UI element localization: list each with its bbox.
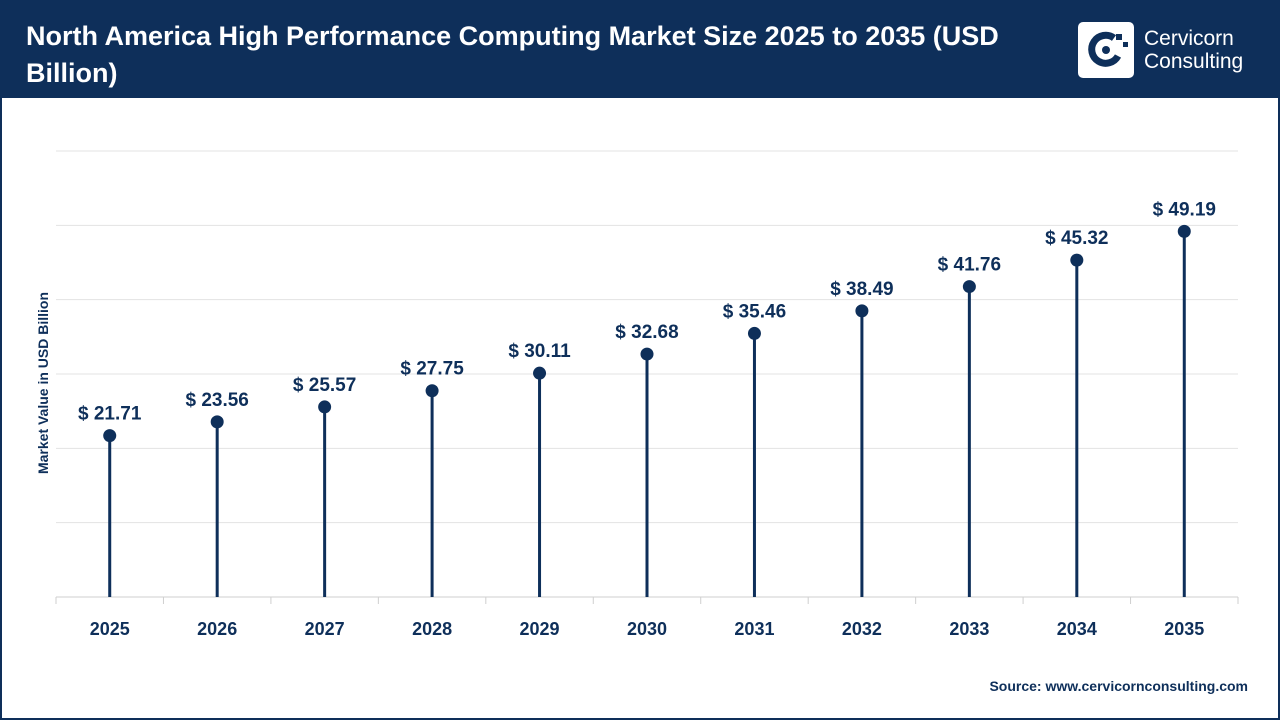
lollipop-point xyxy=(1177,224,1191,238)
lollipop-point xyxy=(425,384,439,398)
lollipop-point xyxy=(103,429,117,443)
lollipop-point xyxy=(640,347,654,361)
data-label: $ 41.76 xyxy=(938,255,1001,276)
x-tick-label: 2027 xyxy=(305,619,345,639)
x-tick-label: 2035 xyxy=(1164,619,1204,639)
x-tick-label: 2026 xyxy=(197,619,237,639)
x-tick-label: 2032 xyxy=(842,619,882,639)
logo-line-2: Consulting xyxy=(1144,50,1244,73)
lollipop-point xyxy=(855,304,869,318)
x-tick-label: 2031 xyxy=(734,619,774,639)
x-tick-label: 2028 xyxy=(412,619,452,639)
data-label: $ 38.49 xyxy=(830,279,893,300)
logo-line-1: Cervicorn xyxy=(1144,27,1234,50)
header-banner: North America High Performance Computing… xyxy=(2,2,1278,98)
data-label: $ 27.75 xyxy=(400,359,464,380)
x-tick-label: 2033 xyxy=(949,619,989,639)
data-label: $ 32.68 xyxy=(615,322,678,343)
x-tick-label: 2030 xyxy=(627,619,667,639)
lollipop-point xyxy=(962,280,976,294)
x-tick-label: 2029 xyxy=(520,619,560,639)
source-note: Source: www.cervicornconsulting.com xyxy=(989,678,1248,694)
lollipop-point xyxy=(318,400,332,414)
x-tick-label: 2034 xyxy=(1057,619,1097,639)
logo-mark-graphic xyxy=(1088,31,1128,67)
lollipop-point xyxy=(533,366,547,380)
x-tick-label: 2025 xyxy=(90,619,130,639)
lollipop-point xyxy=(210,415,224,429)
data-label: $ 49.19 xyxy=(1153,199,1216,220)
company-logo: Cervicorn Consulting xyxy=(1078,22,1243,78)
data-label: $ 45.32 xyxy=(1045,228,1108,249)
chart-title: North America High Performance Computing… xyxy=(26,21,999,88)
data-label: $ 21.71 xyxy=(78,404,142,425)
data-label: $ 30.11 xyxy=(508,341,571,362)
lollipop-point xyxy=(1070,253,1084,267)
lollipop-point xyxy=(747,326,761,340)
data-label: $ 23.56 xyxy=(185,390,248,411)
data-label: $ 35.46 xyxy=(723,301,786,322)
logo-text: Cervicorn Consulting xyxy=(1144,27,1243,73)
logo-icon xyxy=(1078,22,1134,78)
data-label: $ 25.57 xyxy=(293,375,356,396)
